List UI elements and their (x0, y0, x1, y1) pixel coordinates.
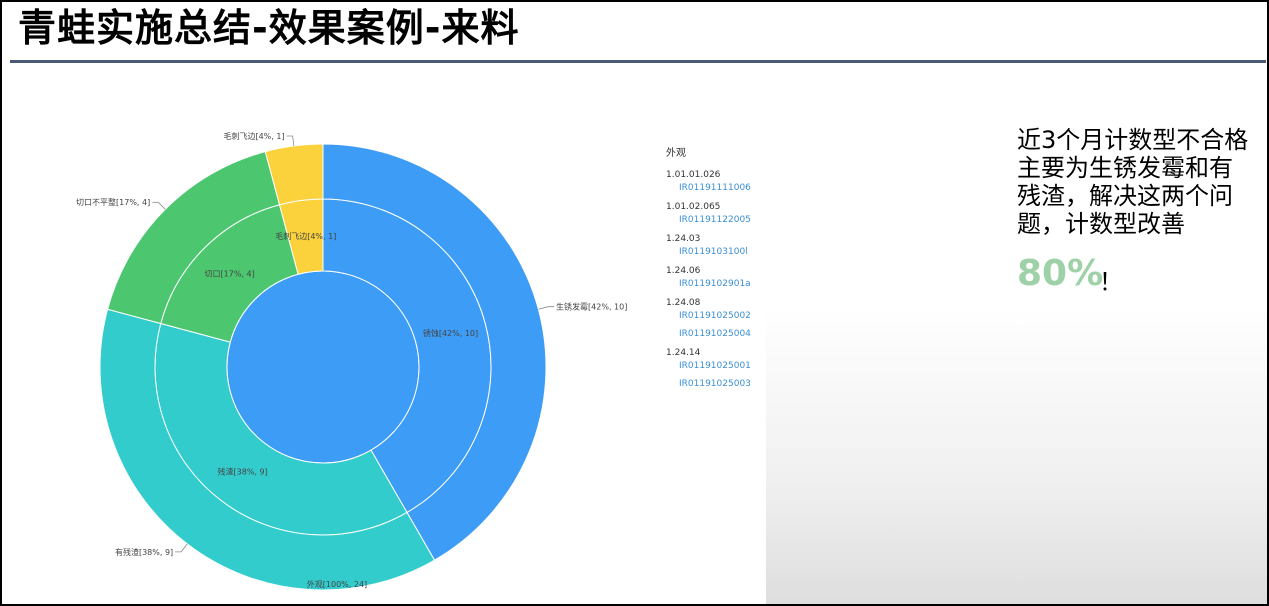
middle-sector-label: 残渣[38%, 9] (218, 467, 268, 477)
title-divider (10, 60, 1266, 63)
legend-group: 1.01.02.065 IR01191122005 (666, 201, 751, 227)
sunburst-chart: 锈蚀[42%, 10] 残渣[38%, 9] 切口[17%, 4] 毛刺飞边[4%, … (76, 131, 627, 591)
legend-item-link[interactable]: IR01191025004 (679, 329, 751, 339)
outer-sector (99, 308, 436, 591)
summary-line: 题，计数型改善 (1017, 210, 1185, 238)
legend-title: 外观 (666, 148, 686, 159)
outer-leader-line (538, 306, 555, 310)
legend-item-link[interactable]: IR0119103100l (679, 247, 748, 257)
legend-group: 1.24.03 IR0119103100l (666, 233, 751, 259)
center-sector-label: 外观[100%, 24] (307, 579, 367, 589)
legend-code: 1.24.03 (666, 234, 701, 244)
outer-sector-label: 有残渣[38%, 9] (115, 547, 173, 557)
legend-code: 1.24.14 (666, 348, 701, 358)
outer-leader-line (152, 201, 166, 210)
outer-sector-label: 毛刺飞边[4%, 1] (223, 131, 284, 141)
legend-code: 1.01.02.065 (666, 202, 721, 212)
improvement-percent: 80% (1017, 253, 1104, 294)
outer-sector-label: 生锈发霉[42%, 10] (556, 302, 627, 312)
legend-item-link[interactable]: IR01191025001 (679, 361, 751, 371)
legend-group: 1.24.06 IR0119102901a (666, 265, 751, 291)
middle-sector-label: 锈蚀[42%, 10] (423, 328, 478, 338)
summary-note: 近3个月计数型不合格 主要为生锈发霉和有 残渣，解决这两个问 题，计数型改善 (1017, 126, 1267, 238)
legend-group: 1.01.01.026 IR01191111006 (666, 169, 751, 195)
legend-code: 1.24.06 (666, 266, 701, 276)
legend-group: 1.24.08 IR01191025002 IR01191025004 (666, 297, 751, 341)
legend-item-link[interactable]: IR01191111006 (679, 183, 751, 193)
right-panel-background (766, 107, 1267, 604)
summary-line: 残渣，解决这两个问 (1017, 182, 1233, 210)
chart-legend: 外观 1.01.01.026 IR01191111006 1.01.02.065 IR… (666, 144, 751, 397)
legend-group: 1.24.14 IR01191025001 IR01191025003 (666, 347, 751, 391)
legend-item-link[interactable]: IR01191025003 (679, 379, 751, 389)
middle-sector-label: 毛刺飞边[4%, 1] (275, 231, 336, 241)
legend-code: 1.01.01.026 (666, 170, 721, 180)
legend-item-link[interactable]: IR01191122005 (679, 215, 751, 225)
outer-leader-line (175, 543, 188, 553)
center-sector (226, 270, 420, 464)
page-title: 青蛙实施总结-效果案例-来料 (18, 6, 520, 50)
chart-panel: 锈蚀[42%, 10] 残渣[38%, 9] 切口[17%, 4] 毛刺飞边[4%, … (8, 107, 766, 599)
summary-line: 近3个月计数型不合格 (1017, 126, 1249, 154)
outer-sector-label: 切口不平整[17%, 4] (76, 197, 150, 207)
legend-code: 1.24.08 (666, 298, 701, 308)
middle-sector-label: 切口[17%, 4] (205, 270, 255, 279)
outer-sector (264, 143, 324, 206)
legend-item-link[interactable]: IR0119102901a (679, 279, 751, 289)
exclamation: ！ (1099, 268, 1123, 296)
outer-sector (322, 143, 547, 561)
legend-item-link[interactable]: IR01191025002 (679, 311, 751, 321)
summary-line: 主要为生锈发霉和有 (1017, 154, 1233, 182)
outer-leader-line (286, 135, 295, 146)
